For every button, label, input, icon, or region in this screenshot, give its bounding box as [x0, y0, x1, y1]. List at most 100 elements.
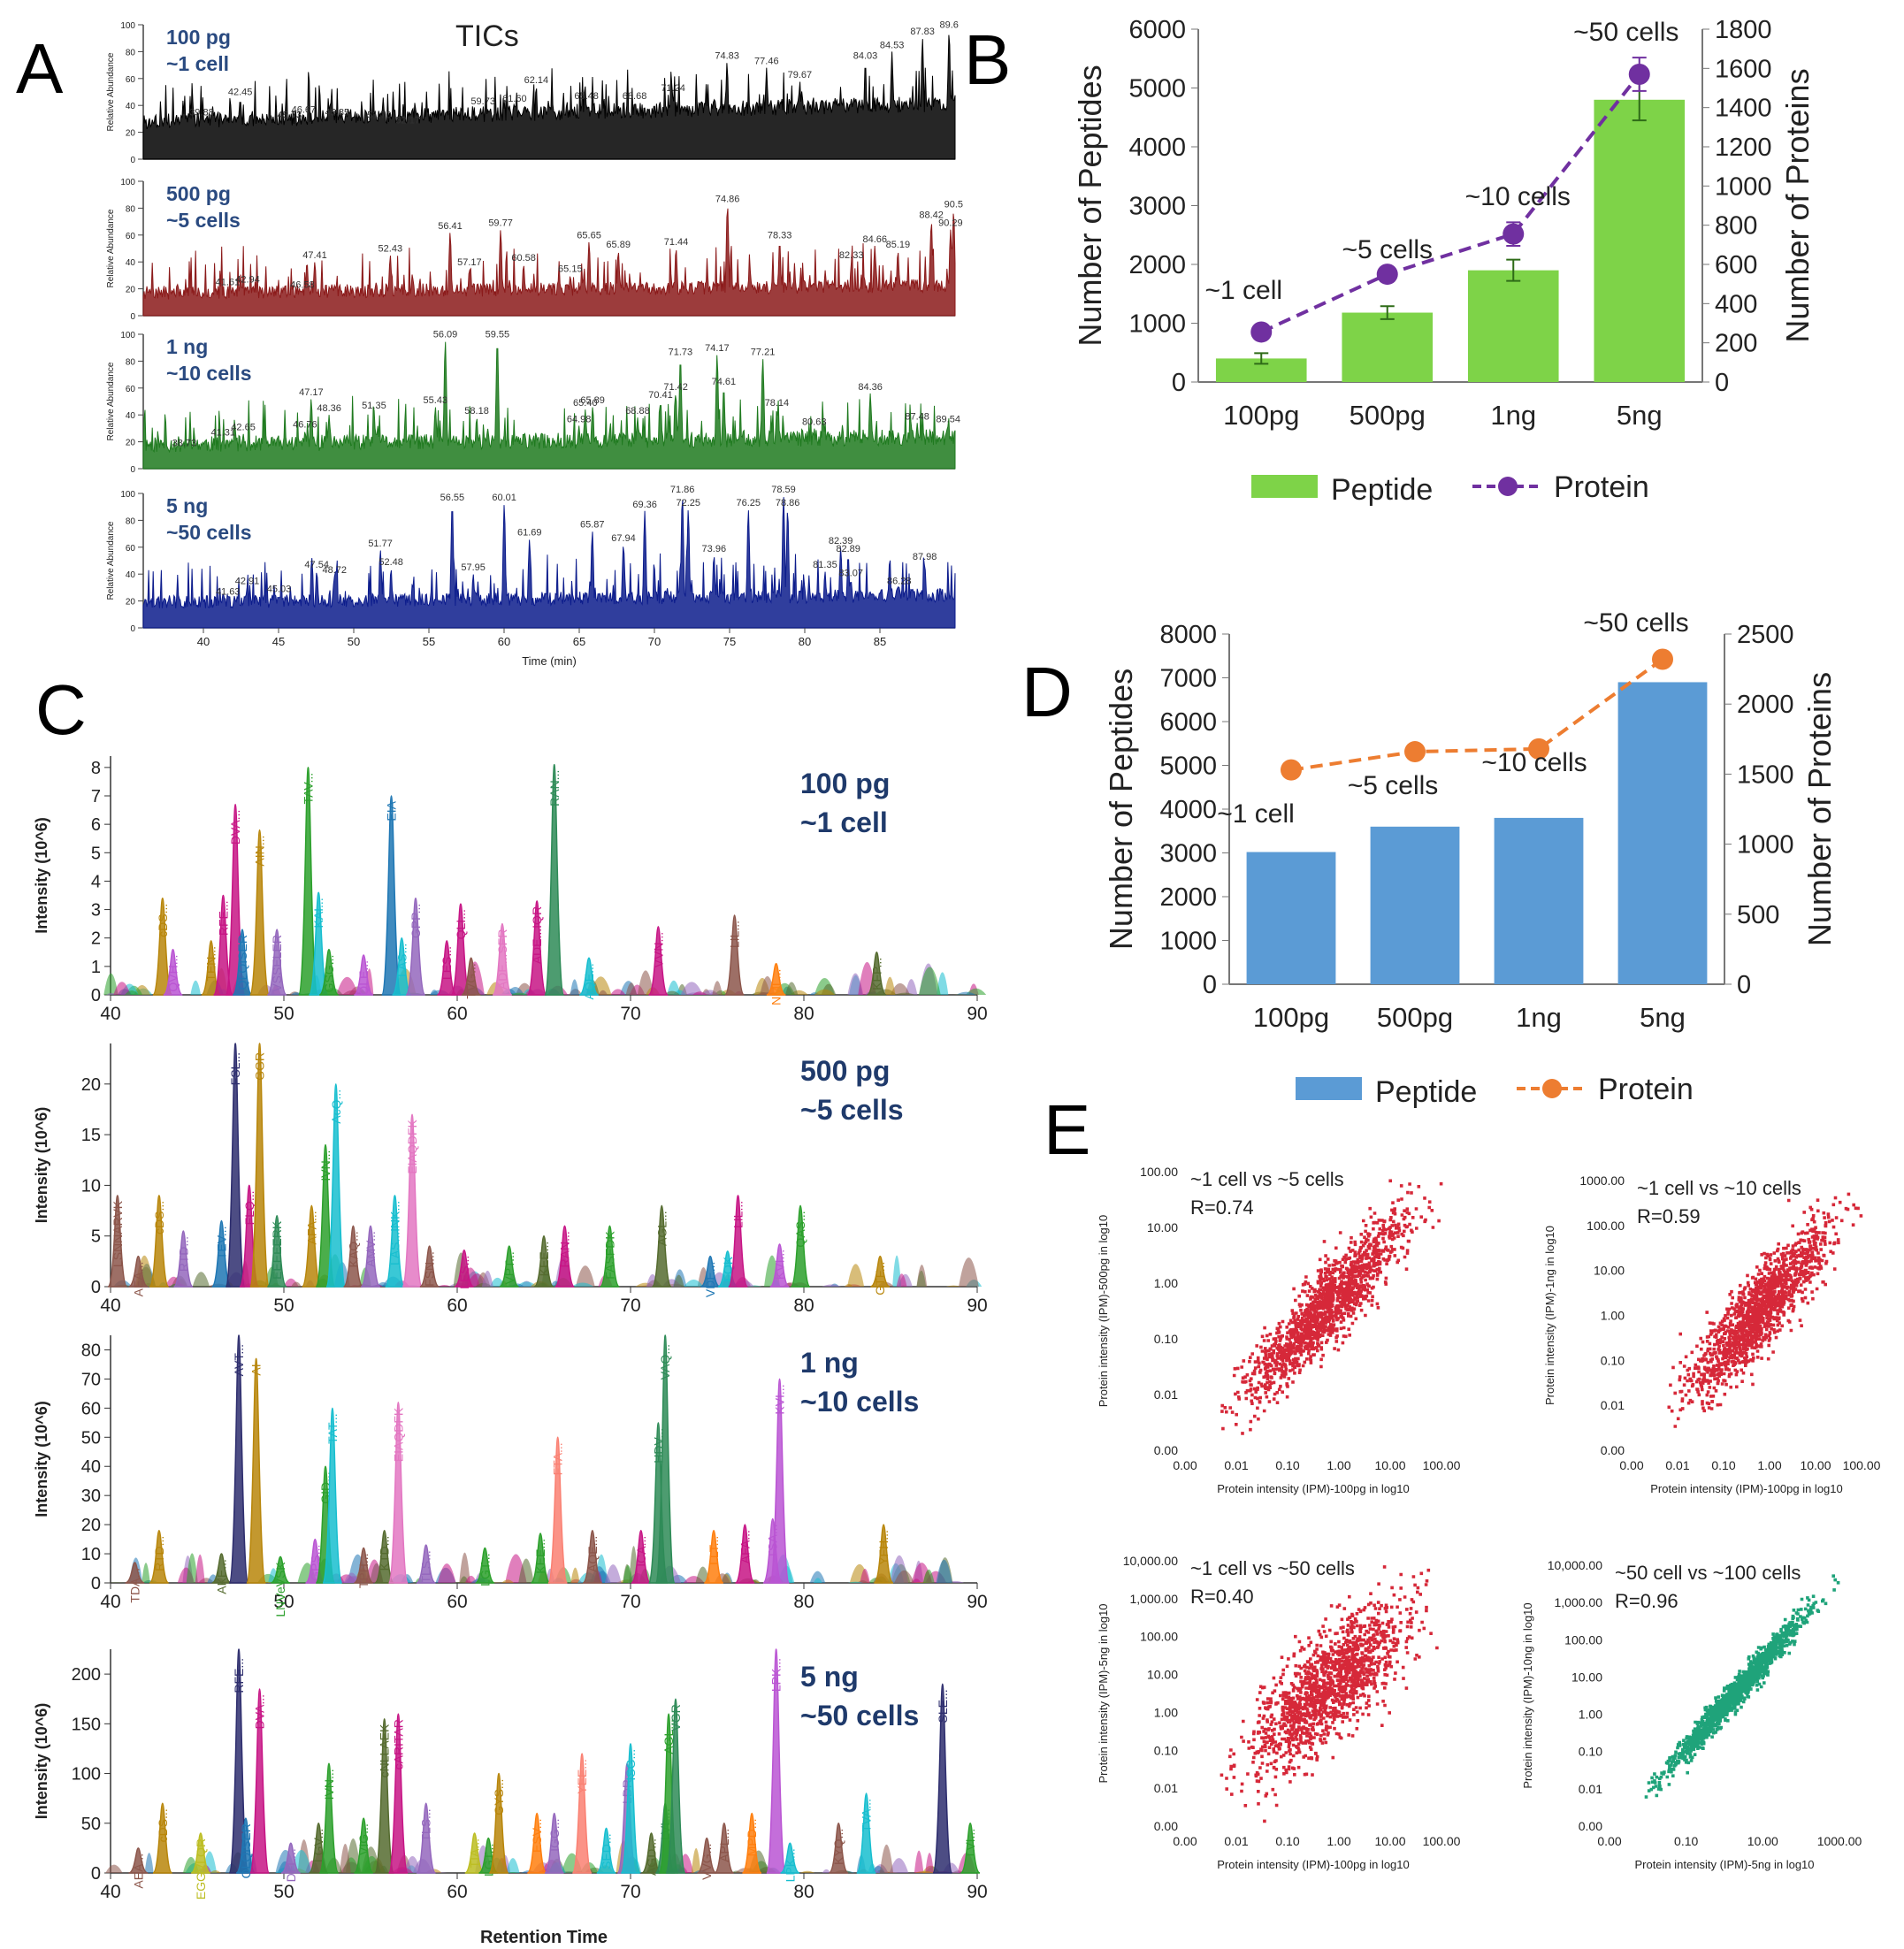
panel-a-title: TICs — [455, 19, 519, 53]
x-tick-label: 90 — [967, 1004, 987, 1024]
y-axis-label: Protein intensity (IPM)-10ng in log10 — [1521, 1602, 1534, 1788]
bar-1ng — [1494, 817, 1584, 984]
peak-label: 74.83 — [715, 51, 739, 62]
peak-label: 84.66 — [862, 234, 887, 245]
peak-label: 42.91 — [235, 576, 260, 586]
cell-annotation: ~5 cells — [1342, 235, 1433, 264]
peak-label: 42.45 — [228, 88, 253, 98]
x-tick-label: 80 — [799, 635, 811, 648]
background-peak — [914, 1850, 924, 1873]
x-tick-label: 90 — [967, 1592, 987, 1612]
peak-label: VAQ... — [658, 1344, 672, 1380]
x-tick-label: 50 — [348, 635, 360, 648]
sample-label: 5 ng — [800, 1661, 859, 1693]
background-peak — [959, 1257, 979, 1287]
peak — [297, 767, 318, 996]
peak-label: 48.36 — [317, 403, 341, 414]
y-tick-label: 40 — [126, 102, 136, 111]
bar-error-500pg — [1380, 305, 1395, 320]
peak — [301, 1204, 322, 1288]
peak-label: DFL... — [284, 1848, 298, 1882]
peak-label: 68.68 — [623, 91, 647, 102]
peak-label: 86.28 — [887, 576, 912, 586]
background-peak — [847, 1581, 864, 1583]
peak-label: RAN... — [558, 1231, 572, 1267]
x-tick-label: 60 — [447, 1296, 467, 1316]
peak-label: 79.67 — [788, 70, 813, 80]
peak-label: EIAQDFK — [405, 1120, 419, 1174]
peak-label: 41.63 — [216, 587, 241, 598]
peak-label: ESV... — [530, 1819, 544, 1853]
peak-label: 61.60 — [502, 94, 527, 104]
x-tick-label: 1.00 — [1327, 1458, 1350, 1472]
peak-label: 82.39 — [829, 536, 853, 546]
cell-annotation: ~10 cells — [1465, 182, 1571, 211]
x-tick-label: 0.01 — [1224, 1834, 1248, 1848]
y-tick-label: 20 — [126, 286, 136, 295]
scatter-plot-1: 0.00 0.01 0.10 1.00 10.00 100.00 0.00 0.01 0.10 1… — [1543, 1173, 1881, 1495]
peak-label: VSSELER — [270, 935, 284, 992]
peak-label: 45.03 — [267, 585, 292, 595]
peak — [163, 948, 184, 996]
y-tick-label: 4000 — [1159, 796, 1217, 824]
peak-label: VGR — [669, 1704, 683, 1731]
peak-label: LNVeVSK — [273, 1562, 287, 1617]
x-tick-label: 60 — [447, 1882, 467, 1902]
peak-label: 89.6 — [939, 20, 958, 31]
peak-label: 71.24 — [661, 83, 685, 94]
background-peak — [190, 980, 202, 995]
y-axis-label: Intensity (10^6) — [33, 817, 50, 934]
x-axis-label: Protein intensity (IPM)-5ng in log10 — [1634, 1858, 1814, 1871]
y-tick-label: 70 — [81, 1370, 101, 1389]
y-tick-label: 10 — [81, 1545, 101, 1564]
cell-annotation: ~5 cells — [1348, 771, 1439, 800]
cell-annotation: ~1 cell — [1217, 799, 1295, 829]
background-peak — [186, 1553, 198, 1583]
peak-label: LIL... — [731, 1201, 746, 1228]
background-peak — [103, 973, 119, 995]
peak-label: 42.65 — [231, 422, 256, 432]
peak-label: RFE... — [216, 901, 230, 936]
peak-label: 47.17 — [299, 387, 324, 398]
y-tick-label: 2000 — [1159, 883, 1217, 912]
y-tick-label: 7000 — [1159, 665, 1217, 693]
peak — [654, 1334, 676, 1584]
peak — [228, 1334, 249, 1584]
panel-label-c: C — [35, 670, 87, 749]
peak — [499, 1245, 520, 1288]
legend-protein-label: Protein — [1554, 470, 1649, 504]
peak-label: 78.59 — [771, 485, 796, 495]
x-tick-label: 500pg — [1350, 400, 1426, 431]
peak-label: LVI... — [963, 1829, 977, 1857]
protein-point-500pg — [1404, 741, 1426, 763]
y-tick-label: 5000 — [1159, 753, 1217, 781]
peak-label: AVT... — [232, 1344, 246, 1376]
peak-label: KAI... — [311, 898, 325, 928]
peak-label: AGL... — [654, 1211, 669, 1246]
peak-label: 59.55 — [486, 330, 510, 340]
peak-label: 81.35 — [813, 560, 837, 570]
peak-label: YEE... — [575, 1759, 589, 1794]
y-axis-label: Number of Peptides — [1103, 669, 1139, 950]
peak — [544, 763, 565, 996]
peak-label: 46.58 — [290, 280, 315, 291]
peak-label: QLI... — [454, 909, 468, 939]
bar-500pg — [1370, 826, 1460, 984]
peak — [665, 1698, 686, 1874]
peak — [149, 1195, 170, 1288]
panel-e-scatter-plots: 0.00 0.01 0.10 1.00 10.00 100.00 0.00 0.01 0.10 1… — [1097, 1165, 1881, 1871]
background-peak — [860, 1568, 870, 1583]
peak-label: 65.65 — [577, 230, 601, 241]
peak-label: 57.95 — [461, 562, 486, 573]
peak — [374, 1717, 395, 1874]
peak-label: 84.03 — [853, 51, 878, 62]
peak-label: 65.89 — [580, 395, 605, 406]
background-peak — [956, 991, 976, 995]
peak — [384, 1195, 405, 1288]
background-peak — [785, 982, 799, 995]
peak — [211, 1553, 232, 1584]
peak-label: ICA... — [634, 1536, 648, 1567]
peak-label: QAS... — [793, 1211, 807, 1247]
peak-label: IVN... — [318, 1150, 333, 1181]
